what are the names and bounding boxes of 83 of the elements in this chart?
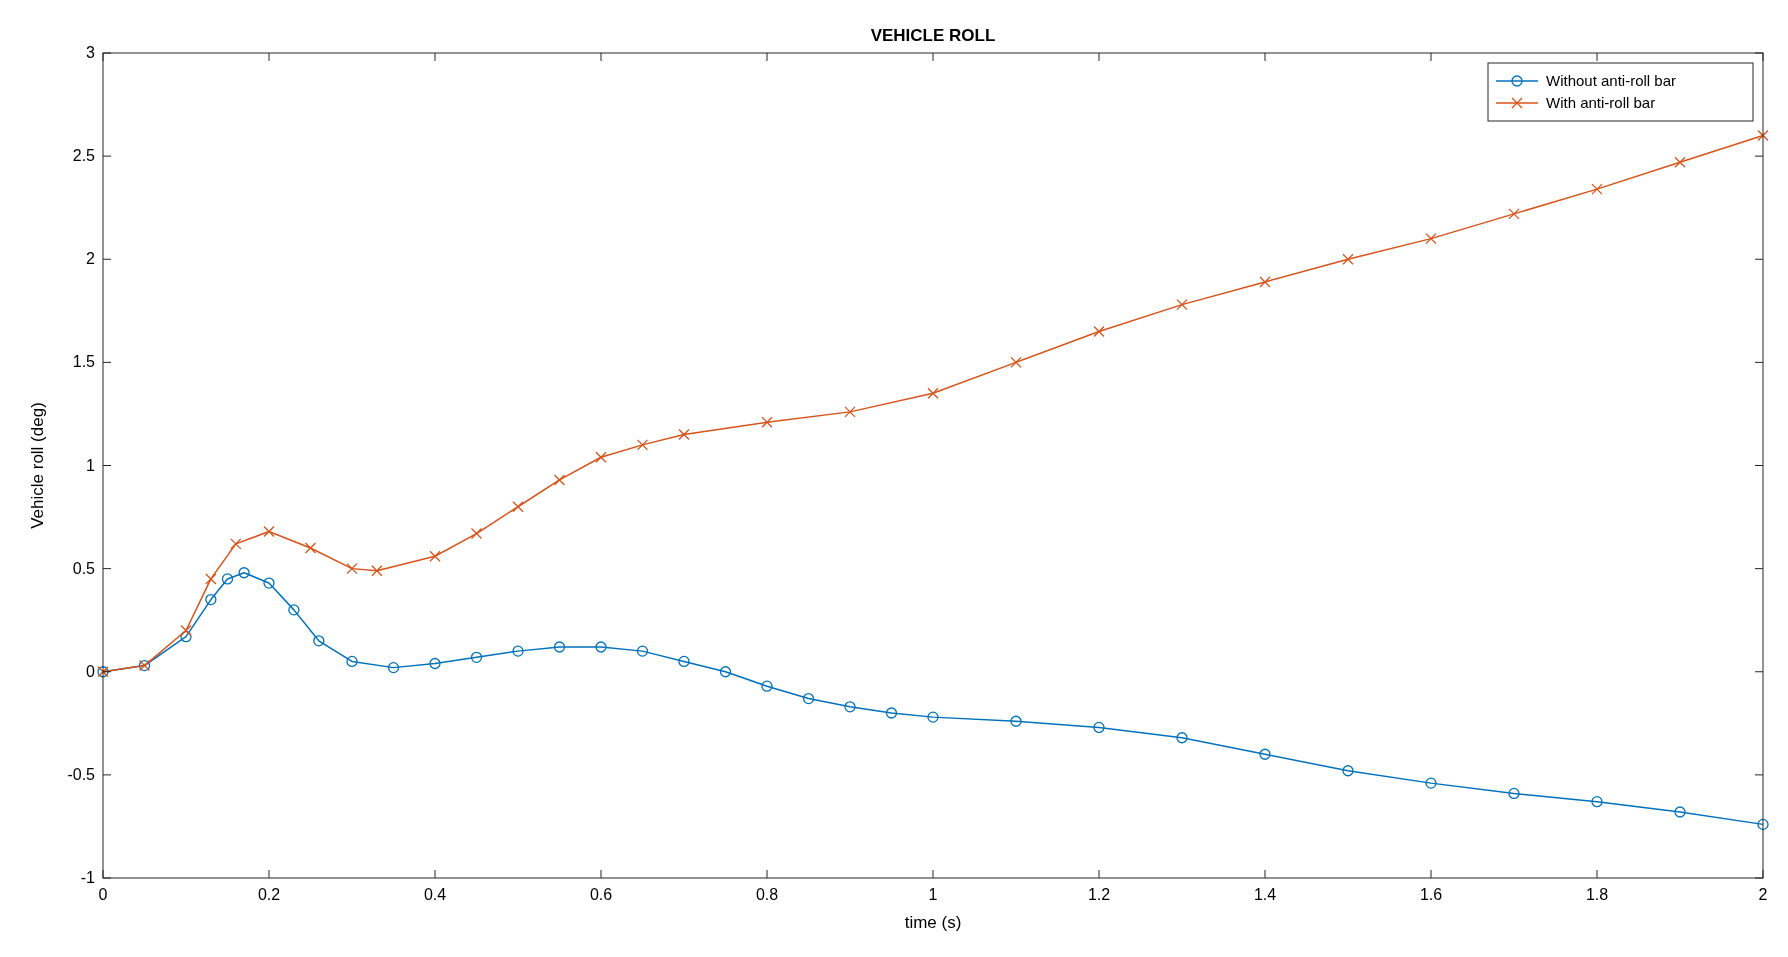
point <box>429 657 441 670</box>
point <box>512 501 524 513</box>
y-tick-label: 0 <box>86 662 96 680</box>
legend-label: With anti-roll bar <box>1546 94 1656 111</box>
x-tick-label: 1.4 <box>1253 886 1277 903</box>
point <box>761 416 773 428</box>
x-tick-label: 0.6 <box>589 886 613 903</box>
point <box>1259 748 1271 760</box>
point <box>636 645 649 657</box>
x-tick-label: 0.8 <box>755 886 779 903</box>
y-tick-label: 0.5 <box>72 559 96 577</box>
point <box>802 692 815 705</box>
point <box>885 707 898 719</box>
x-tick-label: 0 <box>98 886 108 903</box>
point <box>304 542 317 554</box>
point <box>1259 276 1271 288</box>
point <box>1757 129 1769 142</box>
point <box>346 562 358 575</box>
y-tick-label: 1 <box>86 456 96 474</box>
y-tick-label: 2.5 <box>72 147 96 165</box>
point <box>636 439 649 451</box>
y-axis-title: Vehicle roll (deg) <box>28 402 47 529</box>
point <box>263 577 275 589</box>
y-tick-label: -1 <box>80 869 96 886</box>
point <box>387 661 400 674</box>
point <box>313 635 325 647</box>
chart-title: VEHICLE ROLL <box>870 26 996 45</box>
point <box>1591 183 1603 195</box>
point <box>470 527 483 540</box>
point <box>1425 777 1437 789</box>
x-tick-label: 2 <box>1758 886 1768 903</box>
point <box>761 680 773 692</box>
point <box>288 604 300 616</box>
point <box>205 593 217 606</box>
point <box>346 655 358 668</box>
point <box>1425 232 1437 245</box>
x-axis-title: time (s) <box>904 913 962 932</box>
point <box>263 525 275 538</box>
x-tick-label: 0.2 <box>257 886 281 903</box>
point <box>927 711 939 723</box>
point <box>1093 721 1105 734</box>
point <box>180 624 192 637</box>
point <box>205 573 217 585</box>
y-tick-label: 1.5 <box>72 353 96 371</box>
legend-label: Without anti-roll bar <box>1546 72 1677 89</box>
x-tick-label: 1.2 <box>1087 886 1111 903</box>
point <box>1342 765 1354 777</box>
point <box>678 428 690 441</box>
point <box>1674 806 1686 818</box>
point <box>1093 325 1105 338</box>
x-tick-label: 1 <box>928 886 938 903</box>
point <box>470 651 483 663</box>
point <box>1176 298 1188 311</box>
y-tick-label: 2 <box>86 250 96 268</box>
x-tick-label: 1.6 <box>1419 886 1443 903</box>
x-tick-label: 0.4 <box>423 886 447 903</box>
point <box>844 701 856 713</box>
point <box>1176 732 1188 744</box>
point <box>1674 156 1686 168</box>
x-tick-label: 1.8 <box>1585 886 1609 903</box>
point <box>553 474 566 486</box>
point <box>844 406 856 418</box>
point <box>1508 208 1520 220</box>
point <box>238 567 250 579</box>
point <box>927 387 939 399</box>
point <box>230 538 242 550</box>
point <box>678 655 690 668</box>
point <box>221 573 234 585</box>
point <box>1010 356 1022 369</box>
point <box>1591 796 1603 808</box>
y-tick-label: 3 <box>86 44 96 61</box>
y-tick-label: -0.5 <box>67 765 96 783</box>
point <box>553 641 566 653</box>
point <box>1757 818 1769 831</box>
point <box>512 645 524 657</box>
point <box>1010 715 1022 727</box>
point <box>595 451 607 463</box>
point <box>429 550 441 562</box>
point <box>1342 253 1354 265</box>
point <box>719 666 732 678</box>
point <box>371 565 383 577</box>
point <box>1508 787 1520 800</box>
point <box>595 641 607 653</box>
